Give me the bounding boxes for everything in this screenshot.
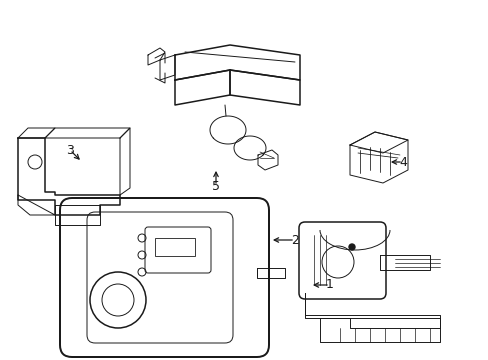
Text: 3: 3 xyxy=(66,144,74,157)
Circle shape xyxy=(348,244,354,250)
FancyBboxPatch shape xyxy=(87,212,232,343)
FancyBboxPatch shape xyxy=(298,222,385,299)
FancyBboxPatch shape xyxy=(60,198,268,357)
Text: 2: 2 xyxy=(290,234,298,247)
Text: 1: 1 xyxy=(325,279,333,292)
Text: 5: 5 xyxy=(212,180,220,193)
Bar xyxy=(155,238,195,256)
Text: 4: 4 xyxy=(398,156,406,168)
FancyBboxPatch shape xyxy=(145,227,210,273)
